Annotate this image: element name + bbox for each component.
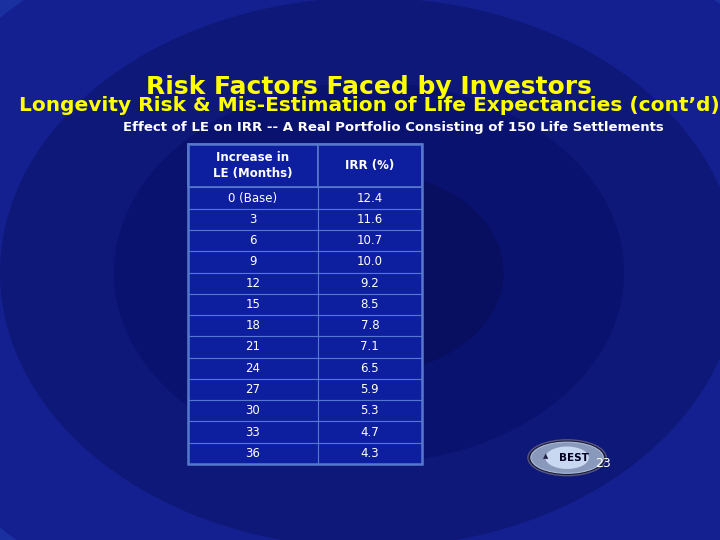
Bar	[188, 144, 318, 187]
Text: IRR (%): IRR (%)	[345, 159, 395, 172]
Text: 23: 23	[595, 457, 611, 470]
Bar	[188, 443, 318, 464]
Text: 21: 21	[246, 341, 260, 354]
Ellipse shape	[528, 440, 606, 476]
Bar	[188, 294, 318, 315]
Bar	[188, 400, 318, 421]
Text: 4.7: 4.7	[361, 426, 379, 438]
Text: 30: 30	[246, 404, 260, 417]
Bar	[188, 336, 318, 357]
Text: ▲: ▲	[543, 453, 549, 458]
Bar	[188, 315, 318, 336]
Bar	[318, 273, 422, 294]
Bar	[318, 315, 422, 336]
Text: 6: 6	[249, 234, 256, 247]
Bar	[318, 443, 422, 464]
Bar	[318, 187, 422, 209]
Text: 12: 12	[246, 276, 260, 289]
Bar	[188, 421, 318, 443]
Bar	[188, 379, 318, 400]
Text: 24: 24	[246, 362, 260, 375]
Bar	[188, 209, 318, 230]
Text: 7.8: 7.8	[361, 319, 379, 332]
Text: 0 (Base): 0 (Base)	[228, 192, 277, 205]
Text: Longevity Risk & Mis-Estimation of Life Expectancies (cont’d): Longevity Risk & Mis-Estimation of Life …	[19, 96, 719, 115]
Text: 7.1: 7.1	[361, 341, 379, 354]
Text: BEST: BEST	[559, 453, 589, 463]
Bar	[318, 251, 422, 273]
Circle shape	[114, 83, 624, 462]
Text: 9.2: 9.2	[361, 276, 379, 289]
Text: 33: 33	[246, 426, 260, 438]
Text: 9: 9	[249, 255, 256, 268]
Text: 3: 3	[249, 213, 256, 226]
Text: 5.9: 5.9	[361, 383, 379, 396]
Text: 5.3: 5.3	[361, 404, 379, 417]
Text: 6.5: 6.5	[361, 362, 379, 375]
Text: 11.6: 11.6	[356, 213, 383, 226]
Bar	[188, 144, 422, 464]
Circle shape	[235, 173, 503, 373]
Bar	[188, 230, 318, 251]
Text: 10.7: 10.7	[357, 234, 383, 247]
Text: 4.3: 4.3	[361, 447, 379, 460]
Bar	[318, 230, 422, 251]
Bar	[188, 187, 318, 209]
Text: 18: 18	[246, 319, 260, 332]
Bar	[318, 357, 422, 379]
Bar	[318, 421, 422, 443]
Bar	[318, 400, 422, 421]
Bar	[318, 209, 422, 230]
Bar	[318, 294, 422, 315]
Text: 12.4: 12.4	[356, 192, 383, 205]
Text: 15: 15	[246, 298, 260, 311]
Text: 10.0: 10.0	[357, 255, 383, 268]
Text: 8.5: 8.5	[361, 298, 379, 311]
Text: Risk Factors Faced by Investors: Risk Factors Faced by Investors	[146, 75, 592, 99]
Bar	[188, 273, 318, 294]
Ellipse shape	[531, 442, 603, 474]
Text: 36: 36	[246, 447, 260, 460]
Text: Increase in
LE (Months): Increase in LE (Months)	[213, 151, 292, 180]
Bar	[318, 144, 422, 187]
Text: 27: 27	[246, 383, 260, 396]
Bar	[188, 357, 318, 379]
Bar	[188, 251, 318, 273]
Ellipse shape	[545, 447, 589, 469]
Bar	[318, 379, 422, 400]
Text: Effect of LE on IRR -- A Real Portfolio Consisting of 150 Life Settlements: Effect of LE on IRR -- A Real Portfolio …	[124, 121, 665, 134]
Bar	[318, 336, 422, 357]
